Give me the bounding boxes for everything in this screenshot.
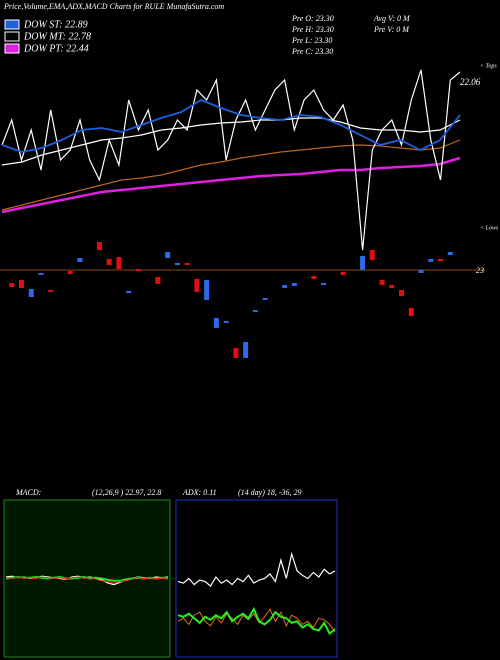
candle — [204, 280, 210, 300]
candle — [311, 276, 317, 279]
candle — [223, 321, 229, 323]
legend-swatch — [4, 43, 20, 54]
candle — [340, 272, 346, 275]
candle — [184, 263, 190, 265]
candle — [38, 273, 44, 275]
legend-entry: DOW ST: 22.89 — [23, 19, 88, 30]
adx-panel — [175, 499, 338, 658]
candle — [360, 256, 366, 270]
adx-title: ADX: 0.11 — [182, 488, 217, 497]
annotation: Pre O: 23.30 — [291, 14, 334, 23]
candle — [447, 252, 453, 255]
series-line — [1, 139, 461, 211]
annotation: < Lows — [480, 225, 499, 231]
candle — [18, 280, 24, 288]
candle — [67, 271, 73, 274]
series-line — [177, 608, 336, 633]
candle — [252, 310, 258, 312]
legend-entry: DOW PT: 22.44 — [23, 43, 89, 54]
candle — [155, 277, 161, 284]
candle — [106, 259, 112, 265]
candle — [399, 290, 405, 296]
annotation: < Tops — [480, 63, 497, 69]
candle — [126, 291, 132, 293]
candle — [438, 259, 444, 261]
candle — [282, 285, 288, 288]
candle — [389, 285, 395, 288]
candle — [96, 242, 102, 250]
adx-subtitle: (14 day) 18, -36, 29 — [238, 488, 302, 497]
annotation: Pre L: 23.30 — [291, 36, 332, 45]
macd-title: MACD: — [15, 488, 42, 497]
candle — [135, 269, 141, 271]
annotation: 23 — [476, 266, 484, 275]
candle — [213, 318, 219, 328]
candle — [9, 283, 15, 287]
legend-entry: DOW MT: 22.78 — [23, 31, 91, 42]
candle — [116, 257, 122, 269]
series-line — [177, 551, 336, 588]
title: Price,Volume,EMA,ADX,MACD Charts for RUL… — [3, 2, 224, 11]
series-line — [177, 606, 336, 636]
annotation: Pre C: 23.30 — [291, 47, 333, 56]
candle — [262, 298, 268, 300]
candle — [408, 308, 414, 316]
series-line — [1, 156, 461, 214]
annotation: Pre H: 23.30 — [291, 25, 334, 34]
candle — [165, 252, 171, 258]
legend-swatch — [4, 31, 20, 42]
candle — [48, 290, 54, 292]
candle — [77, 258, 83, 262]
series-line — [1, 98, 461, 153]
annotation: Pre V: 0 M — [373, 25, 410, 34]
annotation: 22.06 — [460, 77, 481, 87]
macd-subtitle: (12,26,9 ) 22.97, 22.8 — [92, 488, 161, 497]
series-line — [1, 69, 461, 251]
candle — [291, 283, 297, 286]
candle — [369, 250, 375, 260]
candle — [418, 270, 424, 273]
candle — [321, 283, 327, 285]
candle — [194, 279, 200, 292]
legend-swatch — [4, 19, 20, 30]
candle — [174, 263, 180, 265]
candle — [379, 280, 385, 285]
series-line — [1, 117, 461, 166]
candle — [243, 342, 249, 358]
candle — [428, 259, 434, 262]
series-line — [5, 576, 169, 584]
candle — [233, 348, 239, 358]
annotation: Avg V: 0 M — [373, 14, 411, 23]
candle — [28, 289, 34, 297]
